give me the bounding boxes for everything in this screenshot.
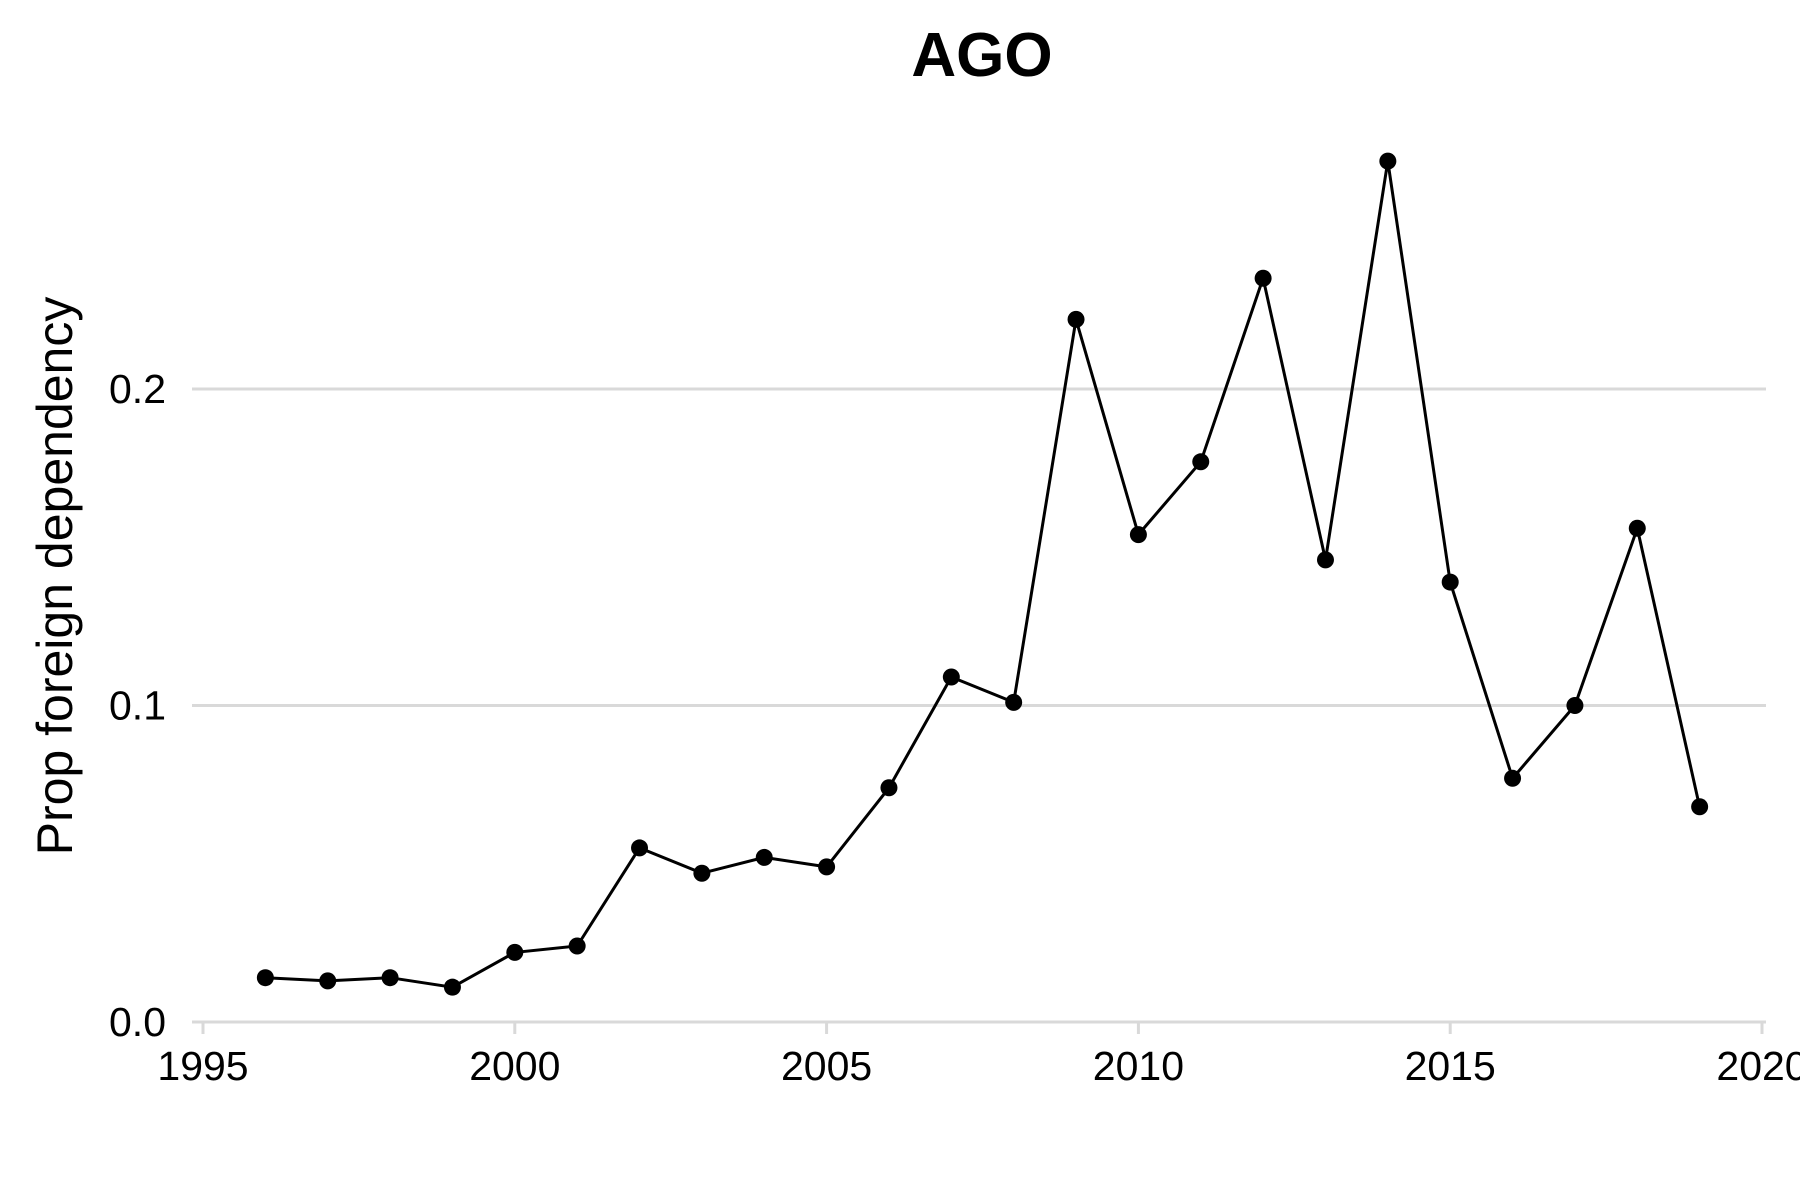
data-point — [943, 669, 960, 686]
data-point — [506, 944, 523, 961]
y-tick-label: 0.2 — [109, 366, 166, 412]
data-point — [1317, 551, 1334, 568]
x-tick-label: 2020 — [1716, 1043, 1800, 1089]
y-tick-label: 0.1 — [109, 683, 166, 729]
data-point — [319, 972, 336, 989]
y-axis-label: Prop foreign dependency — [27, 297, 83, 856]
chart-title: AGO — [911, 21, 1052, 90]
data-point — [1379, 153, 1396, 170]
data-point — [257, 969, 274, 986]
x-tick-label: 2005 — [781, 1043, 872, 1089]
x-tick-label: 2000 — [469, 1043, 560, 1089]
data-point — [631, 839, 648, 856]
data-point — [1691, 798, 1708, 815]
data-point — [1068, 311, 1085, 328]
series — [257, 153, 1708, 996]
data-point — [693, 865, 710, 882]
data-point — [880, 779, 897, 796]
data-point — [1005, 694, 1022, 711]
data-point — [1629, 520, 1646, 537]
data-point — [1442, 574, 1459, 591]
data-point — [444, 979, 461, 996]
x-axis-ticks: 1995 2000 2005 2010 2015 2020 — [157, 1022, 1800, 1089]
data-point — [1566, 697, 1583, 714]
data-point — [1504, 770, 1521, 787]
data-point — [756, 849, 773, 866]
gridlines — [192, 389, 1766, 706]
y-axis-ticks: 0.0 0.1 0.2 — [109, 366, 166, 1045]
y-tick-label: 0.0 — [109, 999, 166, 1045]
data-point — [1192, 453, 1209, 470]
data-point — [1130, 526, 1147, 543]
data-point — [1255, 270, 1272, 287]
x-tick-label: 1995 — [157, 1043, 248, 1089]
x-tick-label: 2015 — [1405, 1043, 1496, 1089]
series-line — [265, 161, 1699, 987]
data-point — [382, 969, 399, 986]
data-point — [818, 858, 835, 875]
data-point — [569, 938, 586, 955]
x-tick-label: 2010 — [1093, 1043, 1184, 1089]
